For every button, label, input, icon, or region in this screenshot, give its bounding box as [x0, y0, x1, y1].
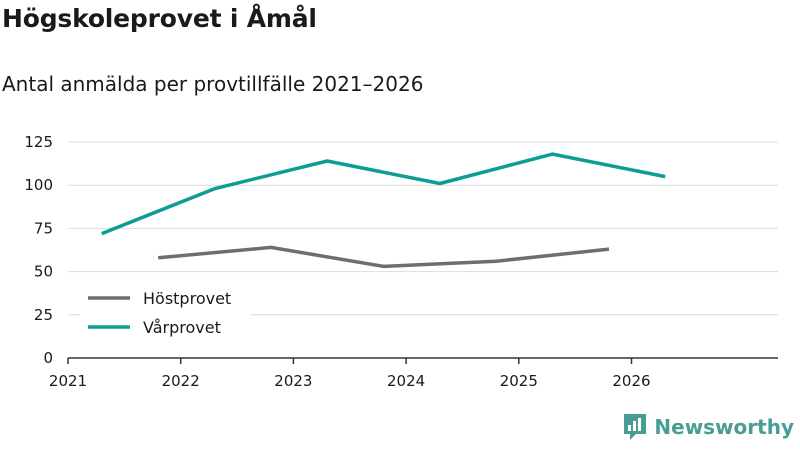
y-tick-label: 25 [34, 306, 53, 324]
y-axis: 0 25 50 75 100 125 [24, 133, 53, 367]
chart-title: Högskoleprovet i Åmål [2, 4, 317, 33]
series-lines [101, 152, 666, 269]
x-axis: 2021 2022 2023 2024 2025 2026 [49, 357, 778, 390]
y-tick-label: 125 [24, 133, 53, 151]
legend: Höstprovet Vårprovet [80, 284, 250, 342]
brand-name: Newsworthy [654, 415, 794, 439]
legend-background [80, 284, 250, 342]
x-tick-label: 2026 [612, 372, 650, 390]
y-tick-label: 50 [34, 263, 53, 281]
y-tick-label: 75 [34, 219, 53, 237]
x-tick-label: 2023 [274, 372, 312, 390]
x-tick-label: 2025 [500, 372, 538, 390]
x-tick-label: 2021 [49, 372, 87, 390]
legend-label: Vårprovet [143, 318, 221, 337]
y-tick-label: 100 [24, 176, 53, 194]
x-tick-label: 2024 [387, 372, 425, 390]
legend-label: Höstprovet [143, 289, 231, 308]
series-line-varprovet [101, 152, 666, 236]
chart-subtitle: Antal anmälda per provtillfälle 2021–202… [2, 72, 424, 96]
newsworthy-logo: Newsworthy [622, 412, 794, 442]
y-tick-label: 0 [43, 349, 53, 367]
newsworthy-icon [624, 414, 647, 440]
series-line-hostprovet [158, 245, 610, 269]
x-tick-label: 2022 [162, 372, 200, 390]
